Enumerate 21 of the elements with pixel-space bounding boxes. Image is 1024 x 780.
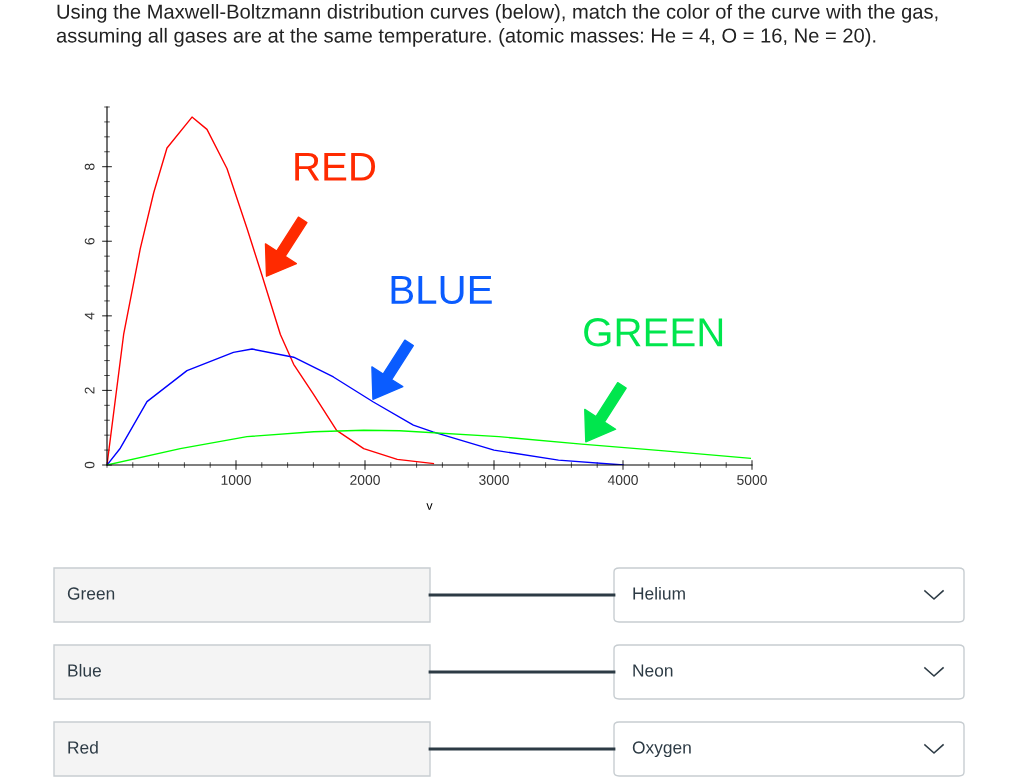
text: Blue xyxy=(68,663,101,677)
annotation: RED xyxy=(295,152,376,181)
y-tick-label: 8 xyxy=(84,163,95,170)
y-tick-label: 0 xyxy=(84,461,95,469)
y-tick-label: 6 xyxy=(84,238,95,245)
text: Red xyxy=(68,740,98,754)
text: Oxygen xyxy=(632,741,691,758)
x-tick-label: 4000 xyxy=(607,475,638,485)
text: Helium xyxy=(633,586,685,600)
y-tick-label: 2 xyxy=(84,387,95,394)
x-axis-title: v xyxy=(426,503,433,510)
chart-title: Using the Maxwell-Boltzmann distribution curves (below), match the color of the curve with the gas, assuming all gases are at the same temperature. (atomic masses: He = 4, O = 16, Ne = 20). xyxy=(56,4,938,47)
text: Green xyxy=(67,587,115,600)
x-tick-label: 5000 xyxy=(737,475,767,485)
x-tick-label: 2000 xyxy=(350,475,380,485)
annotation: BLUE xyxy=(391,275,492,305)
annotation: GREEN xyxy=(584,318,723,347)
x-tick-label: 3000 xyxy=(479,475,509,485)
text: Neon xyxy=(633,664,673,677)
x-tick-label: 1000 xyxy=(221,475,251,485)
y-tick-label: 4 xyxy=(84,312,95,320)
